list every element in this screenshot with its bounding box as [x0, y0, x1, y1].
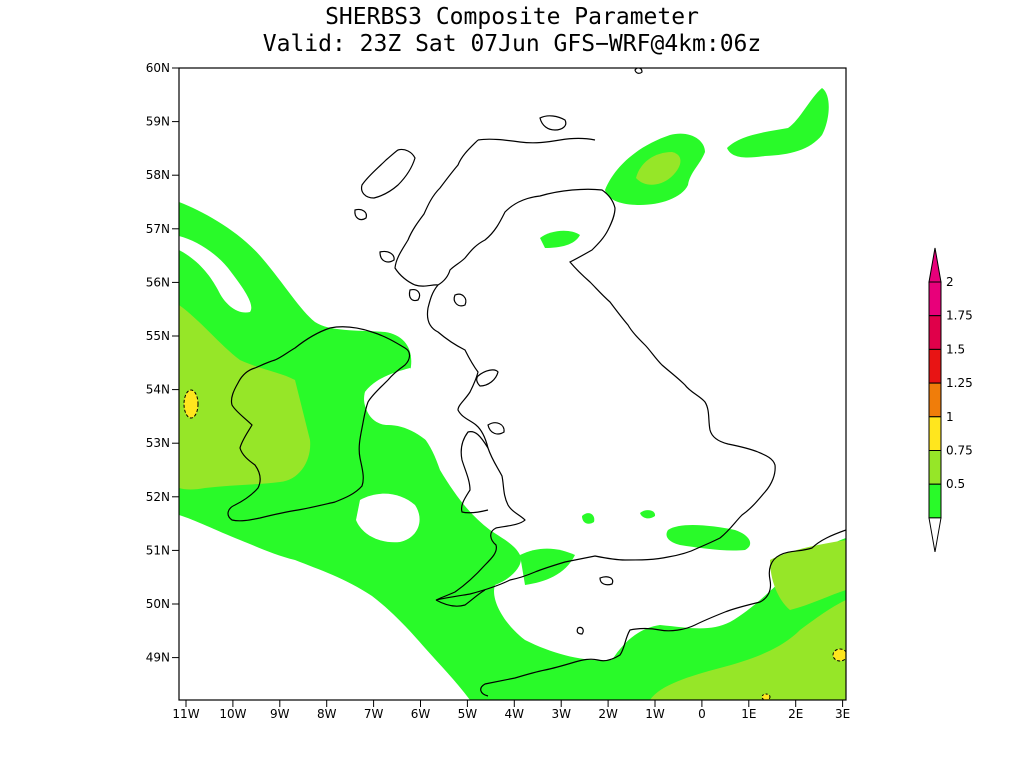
coastline-wales [460, 430, 489, 514]
lon-label: 9W [270, 707, 290, 721]
coastline-shetland-orkney [539, 115, 567, 131]
map-frame [178, 67, 847, 701]
coastline-skye [379, 250, 395, 263]
colorbar-label: 1 [946, 410, 954, 424]
coastline-north-scotland [477, 137, 596, 144]
coastline-isle-of-man [476, 369, 499, 387]
coastline-islay [408, 289, 421, 302]
field-blob-north-sea-light [636, 152, 681, 185]
colorbar-label: 0.5 [946, 477, 965, 491]
coastline-ireland [227, 326, 411, 522]
field-band-continent-light2 [770, 540, 846, 610]
coastlines [227, 68, 846, 697]
lat-label: 50N [146, 597, 170, 611]
colorbar-top-arrow [928, 247, 942, 283]
coastline-cornwall [435, 589, 486, 607]
field-band-west-light [179, 305, 311, 490]
lon-label: 5W [458, 707, 478, 721]
lon-label: 4W [505, 707, 525, 721]
colorbar-label: 1.5 [946, 342, 965, 356]
lon-label: 6W [411, 707, 431, 721]
coastline-great-britain [426, 188, 776, 601]
colorbar-label: 1.25 [946, 376, 973, 390]
field-band-channel [520, 548, 575, 585]
lon-label: 3E [835, 707, 850, 721]
field-hole-irish-sea [364, 368, 532, 524]
colorbar-swatch [928, 315, 942, 350]
lon-label: 1E [741, 707, 756, 721]
coastline-anglesey [487, 422, 505, 435]
coastline-channel-islands [576, 626, 584, 635]
coastline-west-scotland [394, 139, 479, 287]
coastline-inner-hebrides [354, 208, 367, 221]
colorbar-swatch [928, 450, 942, 485]
coastline-outer-hebrides [360, 148, 416, 199]
lon-label: 0 [698, 707, 706, 721]
field-blob-yellow-south [761, 693, 771, 700]
coastline-shetland [634, 68, 643, 74]
lat-label: 58N [146, 168, 170, 182]
colorbar-label: 2 [946, 275, 954, 289]
coastline-wight [599, 576, 614, 586]
lon-label: 7W [364, 707, 384, 721]
lat-label: 56N [146, 275, 170, 289]
lon-label: 1W [645, 707, 665, 721]
lat-label: 60N [146, 61, 170, 75]
colorbar-swatch [928, 416, 942, 451]
field-band-west [179, 202, 846, 700]
colorbar-swatch [928, 281, 942, 317]
field-blob-yellow-east [832, 648, 846, 662]
parameter-field [179, 88, 846, 700]
lat-label: 55N [146, 329, 170, 343]
lat-label: 57N [146, 222, 170, 236]
colorbar-swatch [928, 382, 942, 418]
coastline-arran [453, 293, 467, 307]
colorbar-label: 1.75 [946, 309, 973, 323]
field-blob-yellow-west [183, 389, 199, 419]
chart-subtitle: Valid: 23Z Sat 07Jun GFS−WRF@4km:06z [262, 31, 762, 57]
chart-title: SHERBS3 Composite Parameter [325, 4, 699, 30]
field-blob-small [640, 510, 656, 519]
colorbar-swatch [928, 483, 942, 519]
colorbar-label: 0.75 [946, 444, 973, 458]
colorbar-bottom-arrow [928, 517, 942, 552]
longitude-axis: 11W 10W 9W 8W 7W 6W 5W 4W 3W 2W 1W 0 1E 2E 3E [172, 700, 850, 721]
field-hole-north [179, 236, 252, 313]
colorbar: 2 1.75 1.5 1.25 1 0.75 0.5 [928, 247, 973, 552]
field-blob-southeast-england [666, 525, 751, 551]
lat-label: 49N [146, 651, 170, 665]
field-blob-northeast [727, 88, 829, 158]
latitude-axis: 60N 59N 58N 57N 56N 55N 54N 53N 52N 51N 50N 49N [146, 61, 179, 665]
field-blob-aberdeen [540, 230, 580, 248]
lon-label: 8W [317, 707, 337, 721]
lon-label: 11W [172, 707, 199, 721]
lon-label: 2E [788, 707, 803, 721]
lon-label: 3W [551, 707, 571, 721]
lat-label: 54N [146, 383, 170, 397]
field-band-continent-light [650, 600, 846, 700]
lat-label: 52N [146, 490, 170, 504]
lon-label: 10W [219, 707, 246, 721]
lat-label: 59N [146, 115, 170, 129]
lat-label: 53N [146, 436, 170, 450]
field-blob-small2 [582, 513, 595, 524]
lat-label: 51N [146, 543, 170, 557]
field-hole-celtic [356, 493, 420, 543]
coastline-france [480, 529, 846, 697]
colorbar-swatch [928, 348, 942, 384]
lon-label: 2W [598, 707, 618, 721]
